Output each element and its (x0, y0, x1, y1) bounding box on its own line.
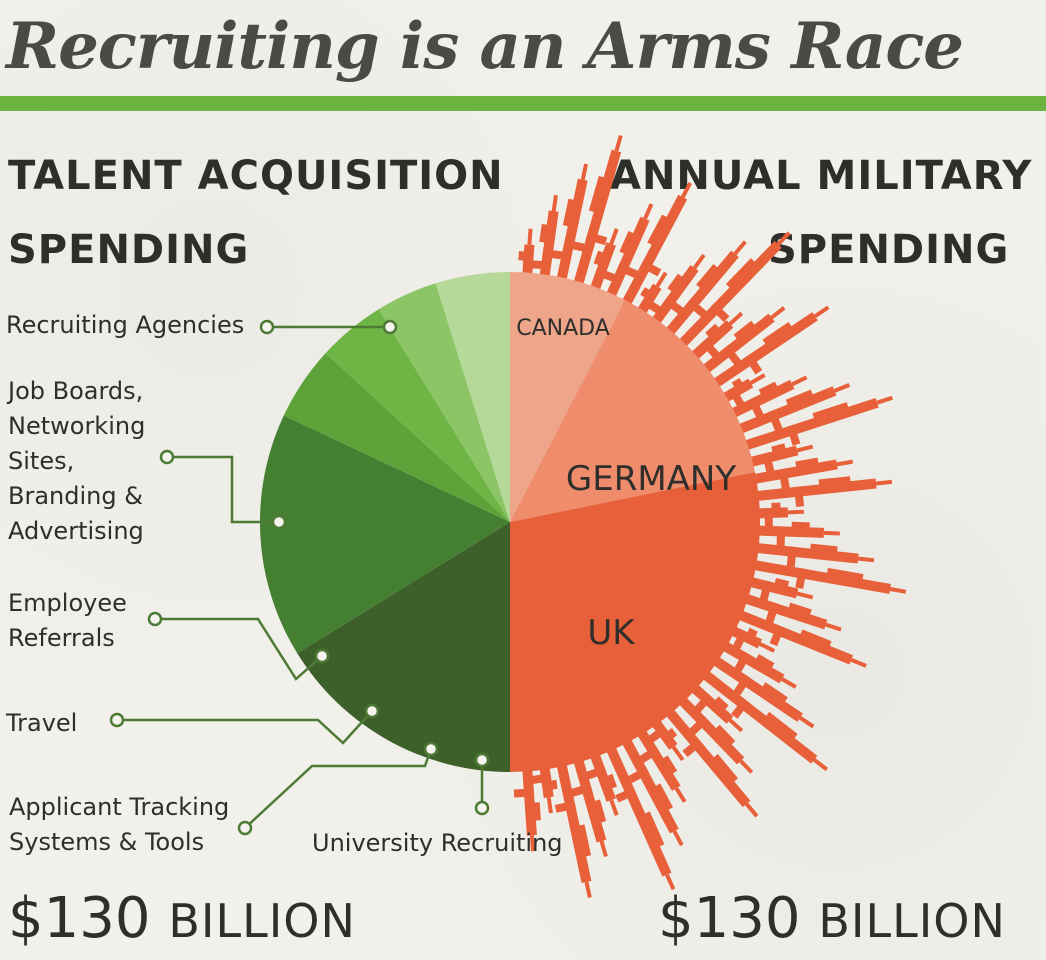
slice-employee-referrals (283, 353, 510, 522)
weapon-silhouette (707, 653, 815, 729)
slice-travel (325, 309, 510, 522)
label-job-boards-line-2: Networking (8, 412, 146, 440)
right-total-number: $130 (658, 886, 801, 951)
left-total: $130 BILLION (8, 884, 356, 956)
label-employee-referrals-line-2: Referrals (8, 624, 115, 652)
label-job-boards-line-1: Job Boards, (8, 377, 144, 405)
label-ats-line-2: Systems & Tools (9, 828, 205, 856)
slice-university-recruiting (435, 272, 510, 522)
weapon-silhouette (571, 135, 623, 291)
right-total: $130 BILLION (658, 884, 1006, 956)
weapon-silhouette (686, 680, 744, 733)
label-employee-referrals-line-1: Employee (8, 589, 127, 617)
left-heading-line-2: SPENDING (8, 227, 250, 273)
weapon-silhouette (732, 608, 867, 668)
weapon-silhouettes (513, 135, 907, 899)
left-total-unit: BILLION (168, 894, 356, 948)
slice-label-germany: GERMANY (566, 459, 736, 499)
slice-job-boards-networking-sites-branding-advertising (259, 415, 510, 654)
weapon-silhouette (743, 443, 814, 474)
right-slice-labels: CANADA GERMANY UK (516, 316, 736, 653)
label-connectors (109, 319, 490, 836)
connector-recruiting-agencies (259, 319, 398, 335)
label-job-boards-line-3: Sites, (8, 447, 75, 475)
label-recruiting-agencies: Recruiting Agencies (6, 311, 245, 339)
weapon-silhouette (747, 559, 907, 594)
weapon-silhouette (648, 253, 706, 330)
weapon-silhouette (619, 733, 684, 847)
slice-applicant-tracking-systems-tools (378, 283, 510, 522)
weapon-silhouette (661, 240, 747, 340)
slice-uk (510, 472, 760, 772)
weapon-silhouette (674, 692, 754, 774)
weapon-silhouette (697, 667, 829, 772)
connector-job-boards (159, 449, 287, 530)
weapon-silhouette (674, 231, 791, 352)
weapon-silhouette (554, 757, 592, 899)
label-ats-line-1: Applicant Tracking (9, 793, 230, 821)
weapon-silhouette (697, 306, 786, 377)
connector-university (474, 752, 490, 816)
left-heading-line-1: TALENT ACQUISITION (8, 153, 504, 199)
weapon-silhouette (750, 542, 875, 568)
weapon-silhouette (732, 382, 851, 436)
weapon-silhouette (513, 763, 541, 852)
weapon-silhouette (661, 704, 759, 818)
weapon-silhouette (751, 502, 804, 529)
weapon-silhouette (738, 395, 893, 452)
weapon-silhouette (743, 575, 814, 602)
weapon-silhouette (538, 194, 564, 284)
slice-label-uk: UK (587, 613, 636, 653)
weapon-silhouette (570, 753, 608, 858)
weapon-silhouette (585, 747, 619, 816)
label-job-boards-line-4: Branding & (8, 482, 143, 510)
connector-travel (109, 703, 380, 745)
pie-slices (259, 272, 760, 772)
weapon-silhouette (686, 311, 744, 364)
weapon-silhouette (530, 760, 558, 814)
right-heading-line-1: ANNUAL MILITARY (610, 153, 1033, 199)
page-title: Recruiting is an Arms Race (6, 9, 964, 84)
weapon-silhouette (751, 521, 840, 547)
slice-germany (510, 299, 755, 522)
slice-canada (510, 272, 625, 522)
label-job-boards-line-5: Advertising (8, 517, 144, 545)
title-divider (0, 96, 1046, 111)
weapon-silhouette (588, 228, 619, 297)
weapon-silhouette (633, 724, 687, 803)
slice-recruiting-agencies (297, 522, 510, 772)
right-heading-line-2: SPENDING (768, 227, 1010, 273)
weapon-silhouette (603, 741, 676, 891)
weapon-silhouette (725, 375, 808, 421)
right-total-unit: BILLION (818, 894, 1006, 948)
label-university-recruiting: University Recruiting (312, 829, 563, 857)
weapon-silhouette (518, 228, 544, 281)
weapon-silhouette (747, 457, 854, 490)
weapon-silhouette (603, 203, 654, 303)
connector-employee-referrals (147, 611, 330, 681)
slice-label-canada: CANADA (516, 316, 610, 341)
weapon-silhouette (619, 181, 693, 311)
weapon-silhouette (738, 592, 842, 632)
label-travel: Travel (6, 709, 78, 737)
left-total-number: $130 (8, 886, 151, 951)
weapon-silhouette (750, 476, 893, 508)
weapon-silhouette (707, 305, 830, 391)
weapon-silhouette (555, 163, 589, 287)
weapon-silhouette (717, 638, 797, 689)
connector-ats (237, 741, 439, 836)
